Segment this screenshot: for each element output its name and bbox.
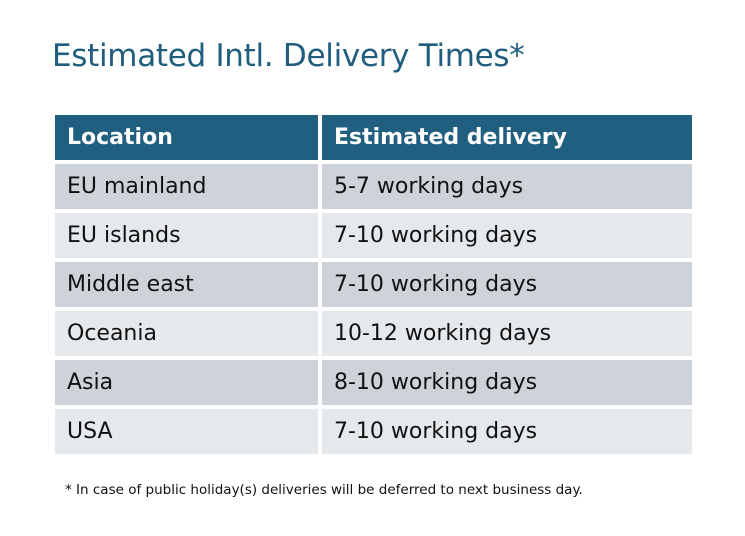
delivery-times-table: Location Estimated delivery EU mainland … bbox=[51, 111, 696, 458]
delivery-cell: 5-7 working days bbox=[322, 164, 692, 209]
table-row: EU mainland 5-7 working days bbox=[55, 164, 692, 209]
delivery-cell: 7-10 working days bbox=[322, 213, 692, 258]
header-estimated-delivery: Estimated delivery bbox=[322, 115, 692, 160]
footnote: * In case of public holiday(s) deliverie… bbox=[65, 482, 583, 498]
location-cell: USA bbox=[55, 409, 318, 454]
location-cell: EU islands bbox=[55, 213, 318, 258]
delivery-cell: 8-10 working days bbox=[322, 360, 692, 405]
delivery-cell: 10-12 working days bbox=[322, 311, 692, 356]
table-row: Oceania 10-12 working days bbox=[55, 311, 692, 356]
table-header-row: Location Estimated delivery bbox=[55, 115, 692, 160]
delivery-cell: 7-10 working days bbox=[322, 262, 692, 307]
page-title: Estimated Intl. Delivery Times* bbox=[52, 38, 525, 74]
location-cell: Middle east bbox=[55, 262, 318, 307]
location-cell: Asia bbox=[55, 360, 318, 405]
location-cell: Oceania bbox=[55, 311, 318, 356]
table-row: Asia 8-10 working days bbox=[55, 360, 692, 405]
header-location: Location bbox=[55, 115, 318, 160]
location-cell: EU mainland bbox=[55, 164, 318, 209]
table-row: USA 7-10 working days bbox=[55, 409, 692, 454]
table-row: EU islands 7-10 working days bbox=[55, 213, 692, 258]
delivery-cell: 7-10 working days bbox=[322, 409, 692, 454]
table-row: Middle east 7-10 working days bbox=[55, 262, 692, 307]
